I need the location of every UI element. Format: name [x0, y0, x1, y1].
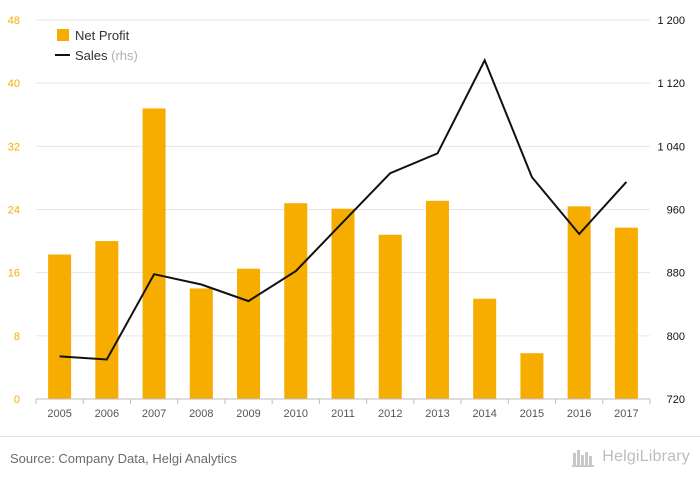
right-axis-tick-label: 1 040	[657, 141, 685, 153]
bar-net-profit	[189, 288, 213, 399]
brand-logo: HelgiLibrary	[572, 447, 690, 467]
bar-net-profit	[284, 203, 308, 399]
left-axis-tick-label: 0	[14, 394, 20, 406]
line-sales	[59, 57, 628, 361]
right-axis-tick-label: 1 200	[657, 15, 685, 27]
bar-net-profit	[425, 200, 449, 399]
left-axis-tick-label: 24	[8, 205, 20, 217]
x-axis-tick-label: 2007	[142, 408, 166, 420]
bar-net-profit	[567, 206, 591, 399]
x-axis-tick-label: 2014	[472, 408, 496, 420]
bar-net-profit	[237, 268, 261, 399]
x-axis-tick-label: 2017	[614, 408, 638, 420]
brand-name: HelgiLibrary	[602, 448, 690, 465]
x-axis-tick-label: 2009	[236, 408, 260, 420]
x-axis-tick-label: 2012	[378, 408, 402, 420]
bar-net-profit	[473, 298, 497, 399]
right-axis-tick-label: 720	[667, 394, 685, 406]
chart: 0 720 8 800 16 880 24 960 32 1 040 40 1 120 48 1 200 2…	[8, 15, 685, 420]
left-axis-tick-label: 32	[8, 141, 20, 153]
right-axis-tick-label: 880	[667, 268, 685, 280]
left-axis-tick-label: 16	[8, 268, 20, 280]
x-axis-tick-label: 2015	[520, 408, 544, 420]
x-axis-tick-label: 2008	[189, 408, 213, 420]
bar-net-profit	[614, 227, 638, 399]
x-axis-tick-label: 2011	[331, 408, 355, 420]
x-axis-tick-label: 2005	[47, 408, 71, 420]
bar-net-profit	[48, 254, 72, 399]
left-axis-tick-label: 8	[14, 331, 20, 343]
library-icon	[572, 450, 595, 467]
chart-footer: Source: Company Data, Helgi Analytics He…	[0, 436, 700, 484]
bar-net-profit	[331, 208, 355, 399]
legend-label-net-profit: Net Profit	[75, 28, 130, 43]
right-axis-tick-label: 960	[667, 205, 685, 217]
legend-label-sales-suffix: (rhs)	[111, 48, 138, 63]
x-axis-tick-label: 2006	[95, 408, 119, 420]
bar-net-profit	[520, 353, 544, 399]
bar-net-profit	[142, 108, 166, 399]
x-axis-tick-label: 2010	[284, 408, 308, 420]
right-axis-tick-label: 800	[667, 331, 685, 343]
x-axis-tick-label: 2013	[425, 408, 449, 420]
legend-label-sales: Sales (rhs)	[75, 48, 138, 63]
bar-net-profit	[378, 234, 402, 399]
right-axis-tick-label: 1 120	[657, 78, 685, 90]
x-axis-tick-label: 2016	[567, 408, 591, 420]
left-axis-tick-label: 48	[8, 15, 20, 27]
legend-swatch-net-profit	[57, 29, 69, 41]
source-note: Source: Company Data, Helgi Analytics	[10, 451, 237, 466]
left-axis-tick-label: 40	[8, 78, 20, 90]
bar-net-profit	[95, 241, 119, 399]
